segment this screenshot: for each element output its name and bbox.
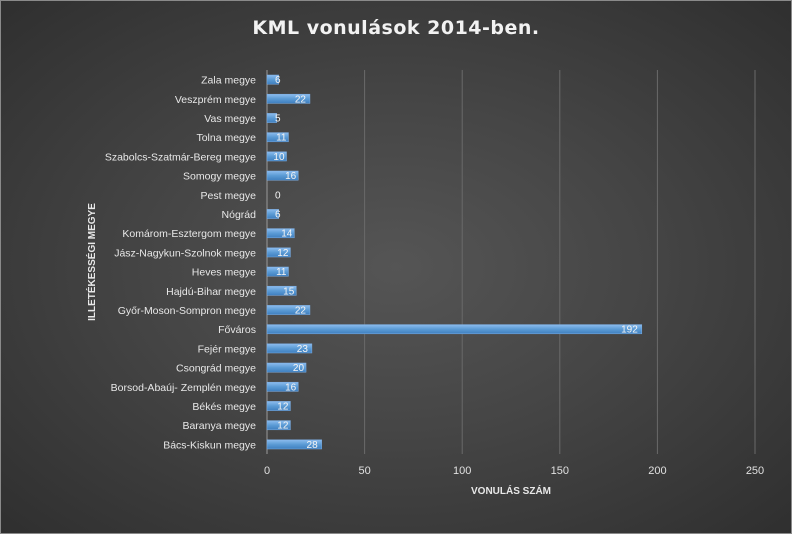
bar [266, 362, 307, 373]
chart-title: KML vonulások 2014-ben. [252, 17, 539, 39]
bar [266, 93, 311, 104]
x-tick-label: 100 [453, 465, 471, 477]
bar [266, 401, 291, 411]
bar [266, 247, 291, 258]
bar [266, 439, 322, 450]
category-label: Szabolcs-Szatmár-Bereg megye [105, 151, 256, 163]
category-label: Zala megye [201, 75, 256, 87]
category-label: Baranya megye [182, 420, 256, 432]
data-label: 20 [293, 363, 305, 374]
category-label: Jász-Nagykun-Szolnok megye [114, 247, 256, 259]
data-label: 22 [295, 306, 307, 317]
x-axis-title: VONULÁS SZÁM [471, 484, 551, 497]
x-tick-label: 200 [648, 465, 666, 477]
data-label: 15 [283, 286, 295, 297]
x-tick-label: 0 [264, 465, 270, 477]
data-label: 23 [297, 344, 309, 355]
data-label: 0 [275, 190, 281, 201]
category-label: Borsod-Abaúj- Zemplén megye [111, 382, 256, 394]
data-label: 6 [275, 210, 281, 221]
category-label: Hajdú-Bihar megye [166, 286, 256, 298]
category-label: Somogy megye [183, 171, 256, 183]
data-label: 12 [277, 421, 289, 432]
data-label: 6 [275, 75, 281, 86]
data-label: 12 [277, 248, 289, 259]
category-label: Főváros [218, 324, 256, 336]
data-label: 16 [285, 382, 297, 393]
bar [266, 132, 289, 143]
bar [266, 343, 313, 354]
category-label: Veszprém megye [175, 94, 256, 106]
category-label: Fejér megye [198, 343, 257, 355]
x-tick-label: 150 [551, 465, 569, 477]
category-label: Vas megye [204, 113, 256, 125]
category-label: Bács-Kiskun megye [163, 439, 256, 451]
data-label: 28 [307, 440, 319, 451]
category-label: Heves megye [192, 267, 256, 279]
category-label: Csongrád megye [176, 363, 256, 375]
bar [266, 151, 287, 162]
x-tick-label: 50 [358, 465, 370, 477]
category-label: Tolna megye [196, 132, 256, 144]
data-label: 5 [275, 114, 281, 125]
category-label: Komárom-Esztergom megye [122, 228, 256, 240]
data-label: 11 [276, 267, 287, 278]
gridlines [266, 70, 756, 454]
bar [266, 228, 295, 239]
bar [266, 381, 299, 392]
data-label: 11 [276, 133, 287, 144]
data-label: 192 [621, 325, 638, 336]
bar [266, 420, 291, 431]
data-label: 16 [285, 171, 297, 182]
category-label: Pest megye [201, 190, 257, 202]
bar [266, 74, 279, 85]
bar [266, 285, 297, 296]
category-label: Békés megye [192, 401, 256, 413]
category-label: Győr-Moson-Sompron megye [118, 305, 256, 317]
bar [266, 305, 311, 315]
bar [266, 324, 643, 335]
bar [266, 170, 299, 181]
data-label: 14 [281, 229, 293, 240]
y-axis-title: ILLETÉKESSÉGI MEGYE [85, 203, 98, 321]
data-label: 10 [273, 152, 285, 163]
category-labels: Zala megye Veszprém megye Vas megye Tolna m… [105, 75, 256, 452]
x-tick-labels: 0 50 100 150 200 250 [264, 465, 764, 477]
category-label: Nógrád [222, 209, 257, 221]
data-label: 22 [295, 94, 307, 105]
bar [266, 113, 278, 123]
bar [266, 209, 279, 219]
bar [266, 266, 289, 277]
data-label: 12 [277, 402, 289, 413]
x-tick-label: 250 [746, 465, 764, 477]
